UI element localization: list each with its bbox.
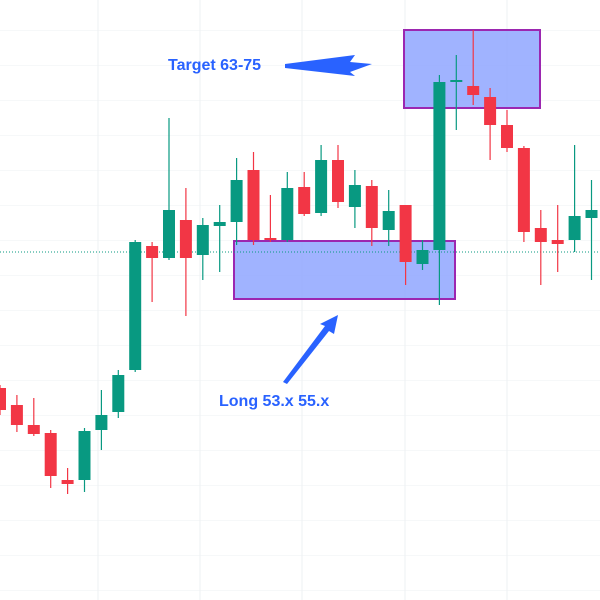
zone	[233, 240, 456, 300]
entry-arrow	[283, 315, 338, 384]
candle-body	[534, 228, 547, 242]
candle-body	[196, 225, 209, 255]
candle-body	[365, 186, 378, 228]
candle-body	[585, 210, 598, 218]
plot	[0, 29, 600, 494]
candle-body	[484, 97, 497, 125]
candle-body	[27, 425, 40, 434]
candle-body	[399, 205, 412, 262]
zone	[403, 29, 541, 109]
candle-body	[0, 388, 6, 410]
candle-body	[433, 82, 446, 250]
candle-body	[501, 125, 513, 148]
candle-body	[78, 431, 91, 480]
candle-body	[281, 188, 294, 240]
candle-body	[230, 180, 243, 222]
candle-body	[95, 415, 108, 430]
candle-body	[129, 242, 142, 370]
candle-body	[382, 211, 395, 230]
candle-body	[247, 170, 260, 240]
candle-body	[416, 250, 429, 264]
target-note: Target 63-75	[168, 57, 261, 74]
candle-body	[315, 160, 328, 213]
candle-body	[551, 240, 564, 244]
candle-body	[112, 375, 125, 412]
candle-body	[332, 160, 344, 202]
candle-body	[146, 246, 159, 258]
entry-note: Long 53.x 55.x	[219, 393, 329, 410]
candle-body	[163, 210, 175, 258]
candle-body	[517, 148, 530, 232]
candle-body	[450, 80, 463, 82]
candle-body	[61, 480, 74, 484]
candle-body	[264, 238, 277, 240]
candle-body	[348, 185, 361, 207]
candle-body	[44, 433, 57, 476]
candle-body	[179, 220, 192, 258]
candle-body	[298, 187, 311, 214]
target-arrow	[285, 55, 372, 76]
candle-body	[467, 86, 480, 95]
candle-body	[213, 222, 226, 226]
candle-body	[568, 216, 581, 240]
candle-body	[10, 405, 23, 425]
